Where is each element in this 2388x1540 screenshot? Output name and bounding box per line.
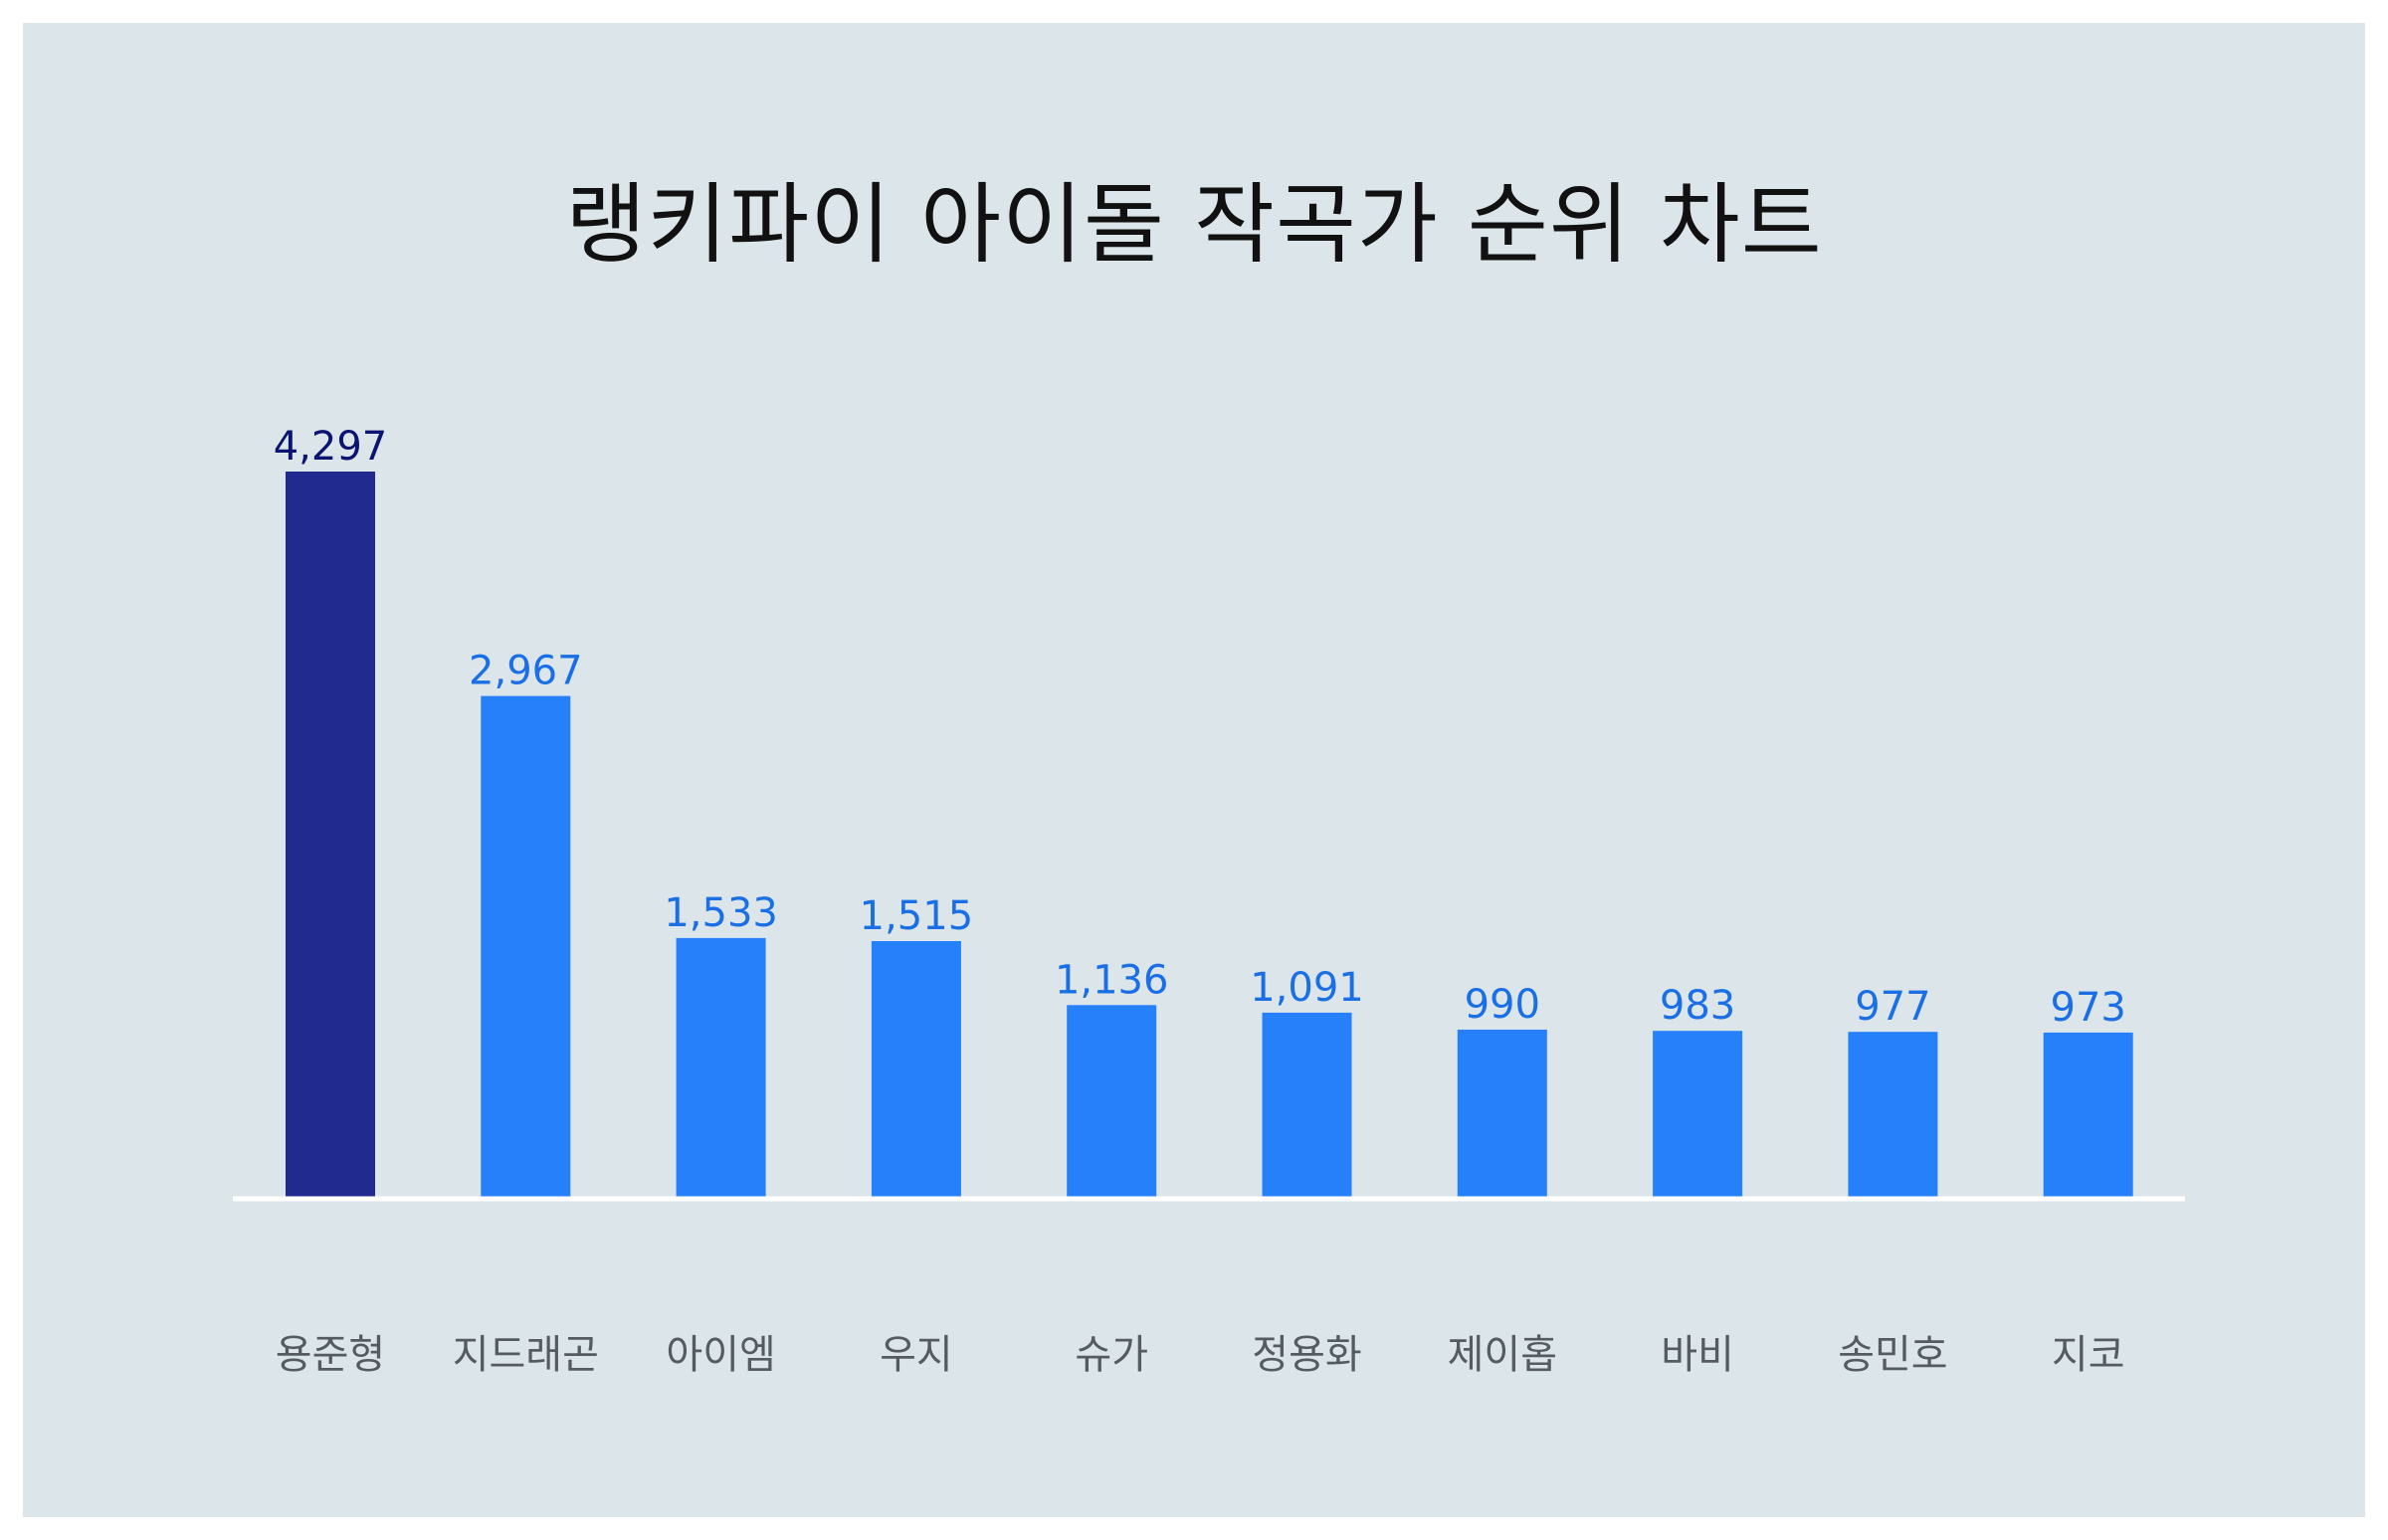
value-label-5: 1,091 [1250, 965, 1364, 1011]
value-label-3: 1,515 [860, 893, 974, 939]
category-label-4: 슈가 [1075, 1332, 1148, 1378]
bar-2 [676, 937, 766, 1197]
bar-0 [286, 472, 375, 1197]
value-label-9: 973 [2051, 985, 2126, 1031]
category-label-5: 정용화 [1252, 1332, 1361, 1378]
category-label-1: 지드래곤 [453, 1332, 599, 1378]
chart-title: 랭키파이 아이돌 작곡가 순위 차트 [565, 173, 1823, 276]
category-label-9: 지코 [2052, 1332, 2125, 1378]
value-label-6: 990 [1465, 982, 1540, 1028]
category-label-3: 우지 [880, 1332, 953, 1378]
bar-1 [481, 695, 571, 1197]
value-label-7: 983 [1660, 983, 1735, 1029]
value-label-8: 977 [1855, 984, 1930, 1030]
chart-panel [23, 23, 2365, 1517]
category-label-8: 송민호 [1838, 1332, 1947, 1378]
value-label-1: 2,967 [469, 649, 583, 694]
bar-3 [871, 941, 961, 1197]
bar-5 [1262, 1012, 1352, 1197]
bar-8 [1848, 1032, 1938, 1197]
category-label-7: 바비 [1661, 1332, 1734, 1378]
value-label-2: 1,533 [664, 890, 778, 936]
bar-7 [1653, 1031, 1743, 1197]
category-label-6: 제이홉 [1448, 1332, 1557, 1378]
category-label-0: 용준형 [276, 1332, 385, 1378]
category-label-2: 아이엠 [666, 1332, 775, 1378]
value-label-0: 4,297 [274, 424, 388, 470]
value-label-4: 1,136 [1055, 957, 1169, 1003]
bar-6 [1457, 1030, 1547, 1197]
bar-4 [1067, 1005, 1157, 1197]
bar-9 [2043, 1032, 2133, 1197]
